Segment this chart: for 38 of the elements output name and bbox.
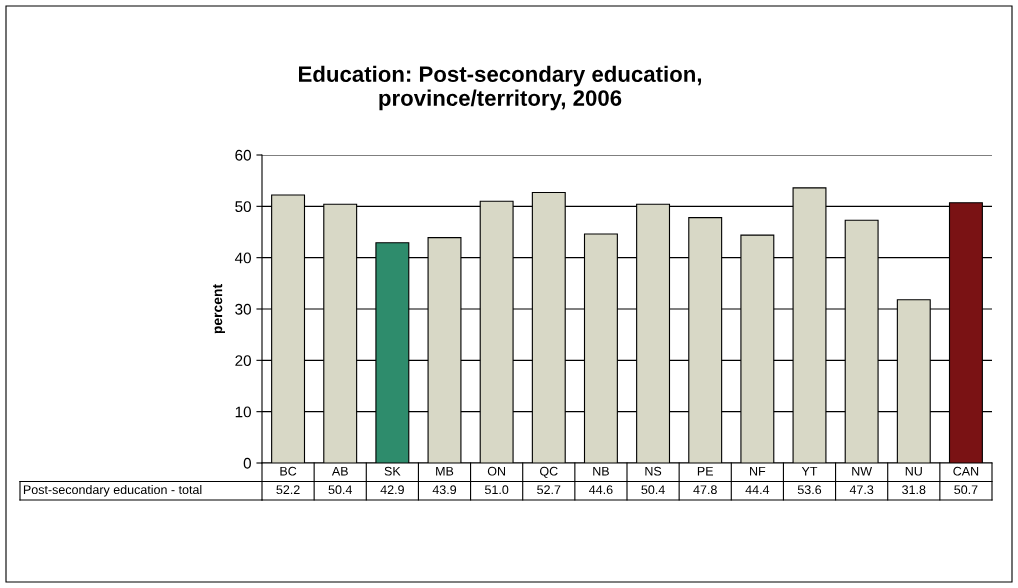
y-axis-title: percent: [213, 284, 225, 334]
data-label: 50.4: [328, 485, 353, 495]
x-tick-label: AB: [331, 466, 348, 476]
y-tick-label: 10: [235, 406, 251, 418]
data-label: 44.4: [745, 485, 770, 494]
data-label: 50.4: [641, 485, 665, 495]
data-label: 52.2: [276, 485, 300, 495]
x-tick-label: BC: [280, 466, 297, 476]
x-tick-label: MB: [436, 466, 454, 476]
x-tick-label: QC: [540, 466, 558, 478]
legend-label: Post-secondary education - total: [23, 484, 202, 497]
data-label: 44.6: [589, 485, 613, 495]
x-tick-label: ON: [487, 466, 505, 476]
y-tick-label: 40: [234, 252, 251, 264]
y-tick-label: 60: [235, 149, 251, 161]
data-label: 47.8: [693, 485, 717, 495]
data-label: 50.7: [954, 485, 978, 495]
x-tick-label: NS: [645, 466, 662, 476]
data-label: 52.7: [537, 485, 561, 495]
y-tick-label: 20: [235, 355, 251, 367]
y-tick-label: 0: [243, 457, 251, 469]
x-tick-label: NF: [750, 466, 766, 476]
data-label: 42.9: [380, 485, 404, 495]
x-tick-label: PE: [697, 466, 714, 476]
chart-title: Education: Post-secondary education, province/territory, 2006: [299, 65, 702, 111]
data-label: 43.9: [432, 485, 457, 495]
y-tick-label: 30: [235, 303, 251, 315]
x-tick-label: CAN: [953, 466, 979, 476]
x-tick-label: NB: [593, 466, 609, 476]
data-label: 31.8: [902, 485, 926, 495]
data-label: 53.6: [797, 485, 822, 495]
x-tick-label: YT: [801, 466, 818, 476]
x-tick-label: SK: [384, 466, 401, 476]
x-tick-label: NU: [905, 466, 922, 476]
data-label: 51.0: [484, 485, 509, 495]
y-tick-label: 50: [235, 201, 251, 213]
data-label: 47.3: [849, 485, 874, 495]
x-tick-label: NW: [852, 466, 873, 476]
